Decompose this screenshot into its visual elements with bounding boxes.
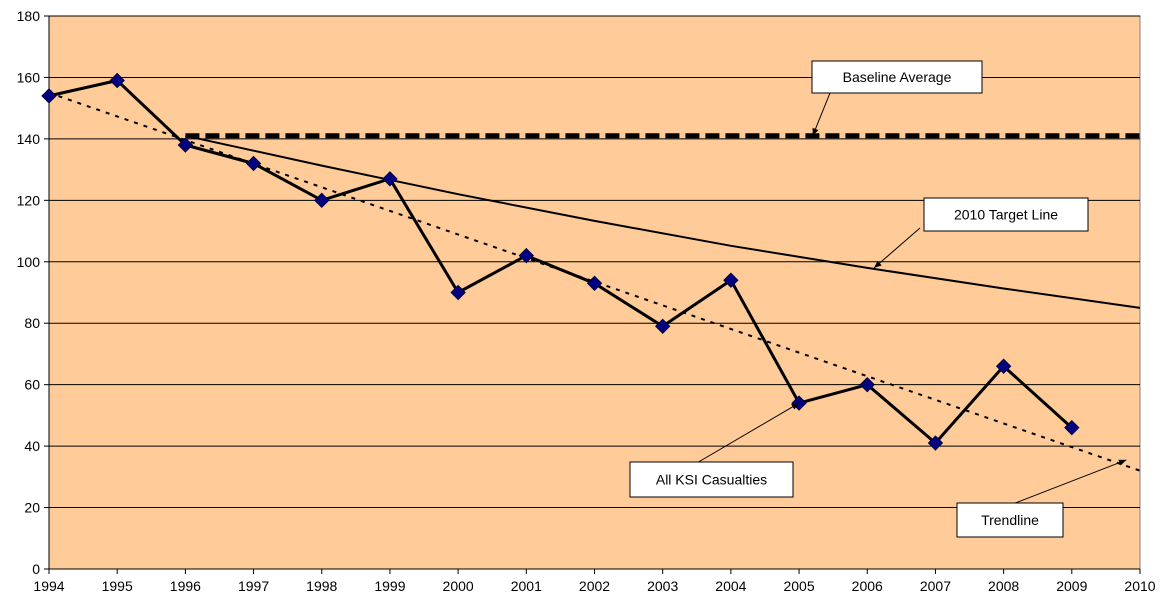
series-layer <box>48 79 1141 472</box>
plot-area <box>48 15 1141 570</box>
x-tick-label-2006: 2006 <box>852 578 883 594</box>
callout-arrow-all-ksi-casualties <box>791 403 800 410</box>
x-tick-label-1999: 1999 <box>374 578 405 594</box>
y-tick-label-100: 100 <box>17 254 41 270</box>
y-tick-label-80: 80 <box>24 315 40 331</box>
series-2010-target-line <box>185 134 1141 309</box>
data-point-2007 <box>927 435 944 451</box>
data-point-1997 <box>245 155 262 172</box>
series-all-ksi-casualties <box>48 79 1073 445</box>
data-point-2002 <box>586 275 603 291</box>
data-point-1996 <box>177 137 194 153</box>
data-point-1994 <box>41 88 57 104</box>
data-point-2009 <box>1064 419 1080 436</box>
data-point-1999 <box>382 171 398 187</box>
callout-leader-trendline <box>1015 459 1127 504</box>
y-tick-label-40: 40 <box>24 438 40 454</box>
callout-leader-all-ksi-casualties <box>698 402 800 463</box>
x-tick-label-2009: 2009 <box>1056 578 1087 594</box>
x-tick-label-2007: 2007 <box>920 578 951 594</box>
x-tick-label-1994: 1994 <box>33 578 64 594</box>
y-tick-label-60: 60 <box>24 377 40 393</box>
y-tick-label-180: 180 <box>17 8 41 24</box>
callout-arrow-baseline-average <box>812 127 819 136</box>
x-tick-label-2005: 2005 <box>783 578 814 594</box>
callout-box-baseline-average <box>811 60 983 94</box>
y-tick-label-160: 160 <box>17 69 41 85</box>
x-axis-tick-labels: 1994 1995 1996 1997 1998 1999 2000 2001 2002 2003… <box>33 578 1155 594</box>
x-tick-label-2004: 2004 <box>715 578 746 594</box>
data-point-2004 <box>723 272 739 288</box>
data-point-2008 <box>995 358 1012 374</box>
callout-label-trendline: Trendline <box>981 512 1039 528</box>
y-axis-tick-labels: 0 20 40 60 80 100 120 140 160 180 <box>17 8 41 577</box>
x-tick-label-1995: 1995 <box>102 578 133 594</box>
grid-lines <box>44 15 1141 574</box>
callout-label-all-ksi-casualties: All KSI Casualties <box>656 472 767 488</box>
x-tick-label-2000: 2000 <box>443 578 474 594</box>
x-tick-label-1996: 1996 <box>170 578 201 594</box>
callout-box-all-ksi-casualties <box>629 461 794 498</box>
callouts: Baseline Average 2010 Target Line All KSI … <box>629 60 1127 538</box>
callout-box-trendline <box>956 502 1064 538</box>
data-point-2000 <box>450 284 466 301</box>
y-tick-label-120: 120 <box>17 192 41 208</box>
y-tick-label-20: 20 <box>24 500 40 516</box>
callout-leader-2010-target-line <box>873 227 921 269</box>
callout-label-baseline-average: Baseline Average <box>843 69 952 85</box>
callout-arrow-trendline <box>1118 459 1127 466</box>
x-tick-label-1998: 1998 <box>306 578 337 594</box>
x-tick-label-2002: 2002 <box>579 578 610 594</box>
data-point-2006 <box>859 376 875 393</box>
plot-background <box>48 15 1141 570</box>
x-tick-label-1997: 1997 <box>238 578 269 594</box>
callout-arrow-2010-target-line <box>874 260 882 268</box>
callout-label-2010-target-line: 2010 Target Line <box>954 207 1058 223</box>
data-point-2001 <box>518 247 535 264</box>
data-point-1998 <box>314 192 330 209</box>
y-tick-label-0: 0 <box>32 561 40 577</box>
x-tick-label-2008: 2008 <box>988 578 1019 594</box>
data-point-2003 <box>654 318 671 335</box>
x-tick-label-2010: 2010 <box>1124 578 1155 594</box>
x-tick-label-2003: 2003 <box>647 578 678 594</box>
data-point-1995 <box>109 72 125 89</box>
callout-box-2010-target-line <box>923 197 1089 232</box>
x-tick-label-2001: 2001 <box>511 578 542 594</box>
y-tick-label-140: 140 <box>17 131 41 147</box>
callout-leader-baseline-average <box>812 92 831 137</box>
